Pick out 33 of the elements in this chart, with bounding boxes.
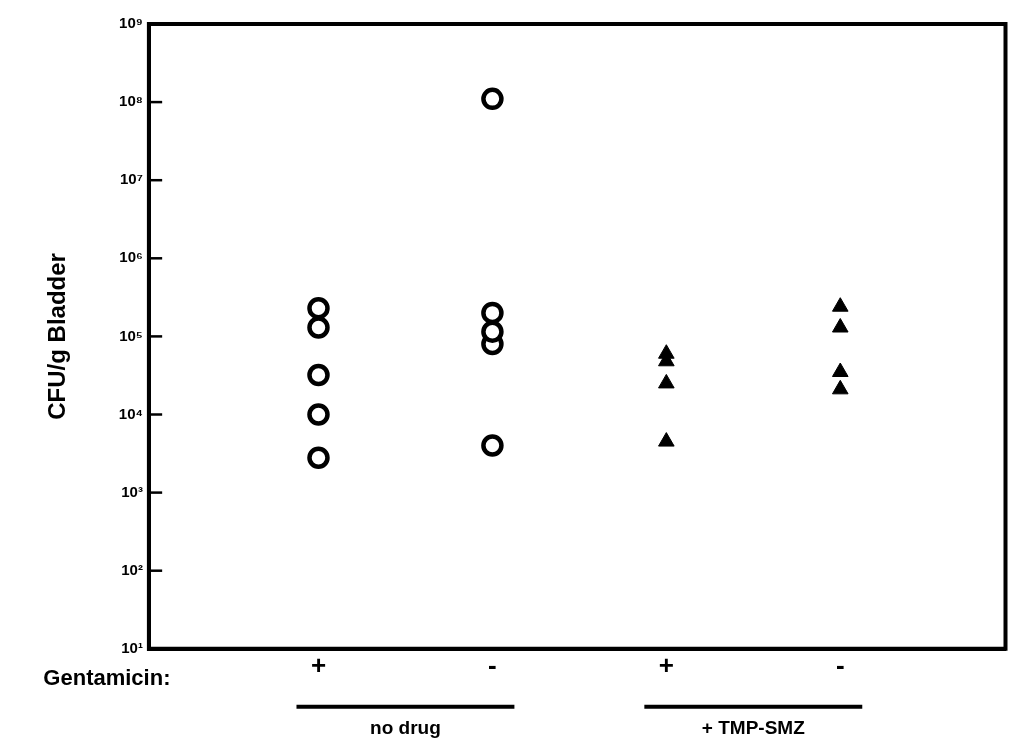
point bbox=[307, 363, 330, 387]
y-tick-label: 10⁷ bbox=[120, 170, 143, 188]
x-tick-label: - bbox=[835, 649, 845, 680]
point bbox=[481, 434, 504, 457]
y-tick-label: 10⁹ bbox=[119, 14, 143, 32]
point bbox=[658, 344, 675, 359]
text: + TMP-SMZ bbox=[701, 717, 806, 739]
point bbox=[481, 320, 504, 343]
y-tick-label: 10² bbox=[121, 560, 143, 578]
point bbox=[831, 297, 849, 312]
x-tick-label: + bbox=[658, 649, 674, 680]
point bbox=[658, 432, 675, 447]
point bbox=[307, 446, 330, 469]
text: Gentamicin: bbox=[43, 664, 171, 690]
point bbox=[658, 373, 675, 389]
x-tick-label: + bbox=[310, 649, 327, 680]
y-tick-label: 10⁶ bbox=[119, 248, 143, 266]
point bbox=[831, 318, 849, 333]
y-tick-label: 10⁸ bbox=[119, 92, 143, 110]
point bbox=[481, 87, 504, 111]
text: no drug bbox=[370, 717, 441, 739]
point bbox=[307, 403, 330, 426]
y-tick-label: 10⁴ bbox=[118, 404, 143, 422]
point bbox=[831, 362, 849, 378]
y-tick-label: 10¹ bbox=[121, 638, 143, 656]
point bbox=[307, 296, 330, 320]
point bbox=[831, 379, 849, 395]
point bbox=[307, 316, 330, 339]
point bbox=[481, 301, 504, 325]
y-tick-label: 10⁵ bbox=[119, 326, 143, 344]
y-axis-title: CFU/g Bladder bbox=[43, 253, 71, 420]
y-tick-label: 10³ bbox=[121, 482, 143, 500]
x-tick-label: - bbox=[488, 649, 497, 680]
